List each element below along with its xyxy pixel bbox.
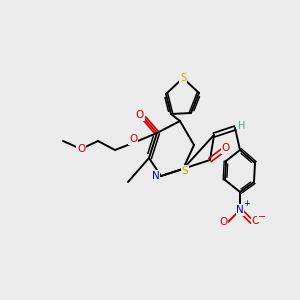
Text: N: N: [236, 205, 244, 215]
Text: H: H: [238, 121, 246, 131]
Text: S: S: [182, 166, 188, 176]
Text: O: O: [129, 134, 137, 144]
Text: +: +: [244, 200, 250, 208]
Text: S: S: [180, 73, 186, 83]
Text: O: O: [252, 216, 260, 226]
Text: O: O: [77, 144, 85, 154]
Text: N: N: [152, 171, 160, 181]
Text: O: O: [136, 110, 144, 120]
Text: O: O: [219, 217, 227, 227]
Text: −: −: [258, 212, 266, 222]
Text: O: O: [222, 143, 230, 153]
